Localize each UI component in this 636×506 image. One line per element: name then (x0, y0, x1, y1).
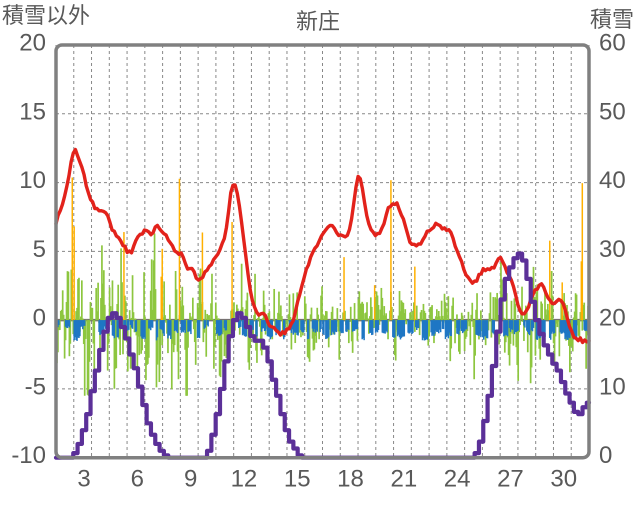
svg-text:20: 20 (599, 305, 626, 332)
svg-text:-10: -10 (11, 442, 46, 469)
svg-text:10: 10 (19, 167, 46, 194)
svg-text:27: 27 (497, 466, 524, 493)
svg-text:-5: -5 (25, 373, 46, 400)
svg-text:18: 18 (337, 466, 364, 493)
svg-text:10: 10 (599, 373, 626, 400)
svg-text:5: 5 (33, 236, 46, 263)
svg-text:0: 0 (33, 305, 46, 332)
svg-text:3: 3 (77, 466, 90, 493)
svg-text:50: 50 (599, 98, 626, 125)
svg-text:30: 30 (599, 236, 626, 263)
svg-text:9: 9 (184, 466, 197, 493)
svg-text:15: 15 (284, 466, 311, 493)
svg-text:12: 12 (231, 466, 258, 493)
svg-text:24: 24 (444, 466, 471, 493)
svg-text:30: 30 (550, 466, 577, 493)
svg-text:15: 15 (19, 98, 46, 125)
svg-text:21: 21 (390, 466, 417, 493)
svg-text:0: 0 (599, 442, 612, 469)
svg-text:40: 40 (599, 167, 626, 194)
svg-text:6: 6 (131, 466, 144, 493)
